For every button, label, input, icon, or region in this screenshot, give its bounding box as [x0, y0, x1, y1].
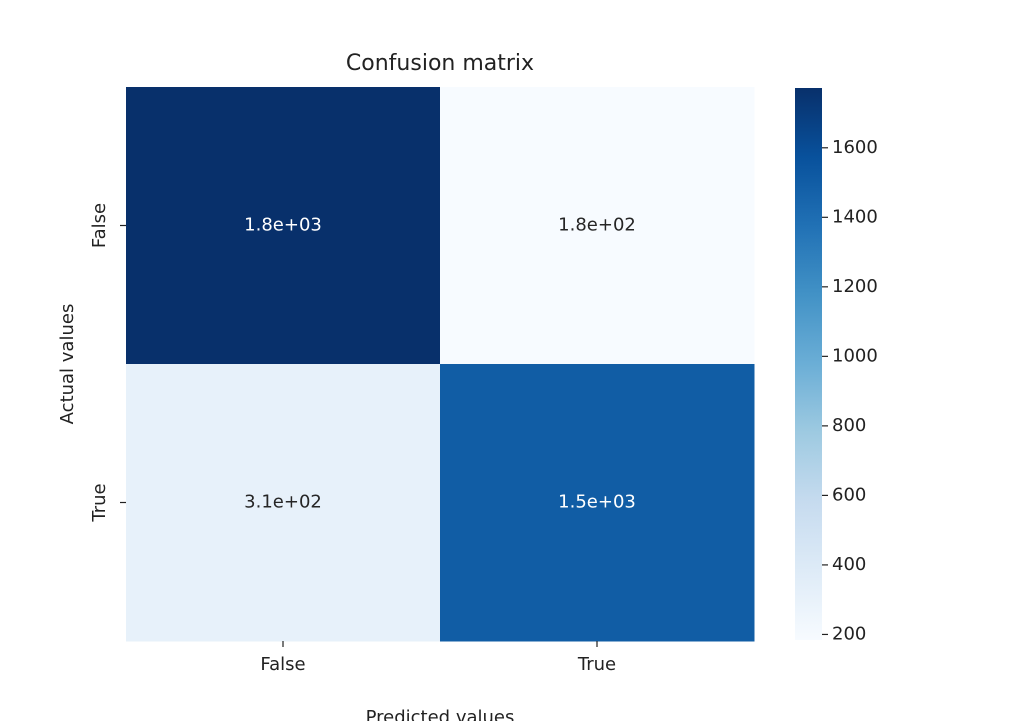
cell-label: 1.5e+03 — [558, 492, 636, 513]
cell-label: 3.1e+02 — [244, 492, 322, 513]
x-axis-label: Predicted values — [366, 707, 515, 721]
heatmap-cell — [126, 364, 441, 642]
cell-label: 1.8e+02 — [558, 215, 636, 236]
heatmap-cell — [440, 364, 755, 642]
colorbar — [795, 88, 822, 640]
colorbar-tick-label: 400 — [832, 554, 866, 575]
colorbar-tick-label: 1200 — [832, 276, 878, 297]
y-tick-label: True — [89, 483, 110, 522]
colorbar-tick-label: 1600 — [832, 137, 878, 158]
cell-label: 1.8e+03 — [244, 215, 322, 236]
x-tick-label: True — [577, 654, 616, 675]
colorbar-tick-label: 600 — [832, 484, 866, 505]
colorbar-tick-label: 1000 — [832, 345, 878, 366]
y-axis-label: Actual values — [57, 304, 78, 425]
x-tick-label: False — [260, 654, 305, 675]
colorbar-tick-label: 800 — [832, 415, 866, 436]
colorbar-tick-label: 1400 — [832, 206, 878, 227]
colorbar-tick-label: 200 — [832, 623, 866, 644]
heatmap-cell — [440, 87, 755, 365]
y-tick-label: False — [89, 203, 110, 248]
chart-title: Confusion matrix — [346, 51, 534, 76]
heatmap-cell — [126, 87, 441, 365]
